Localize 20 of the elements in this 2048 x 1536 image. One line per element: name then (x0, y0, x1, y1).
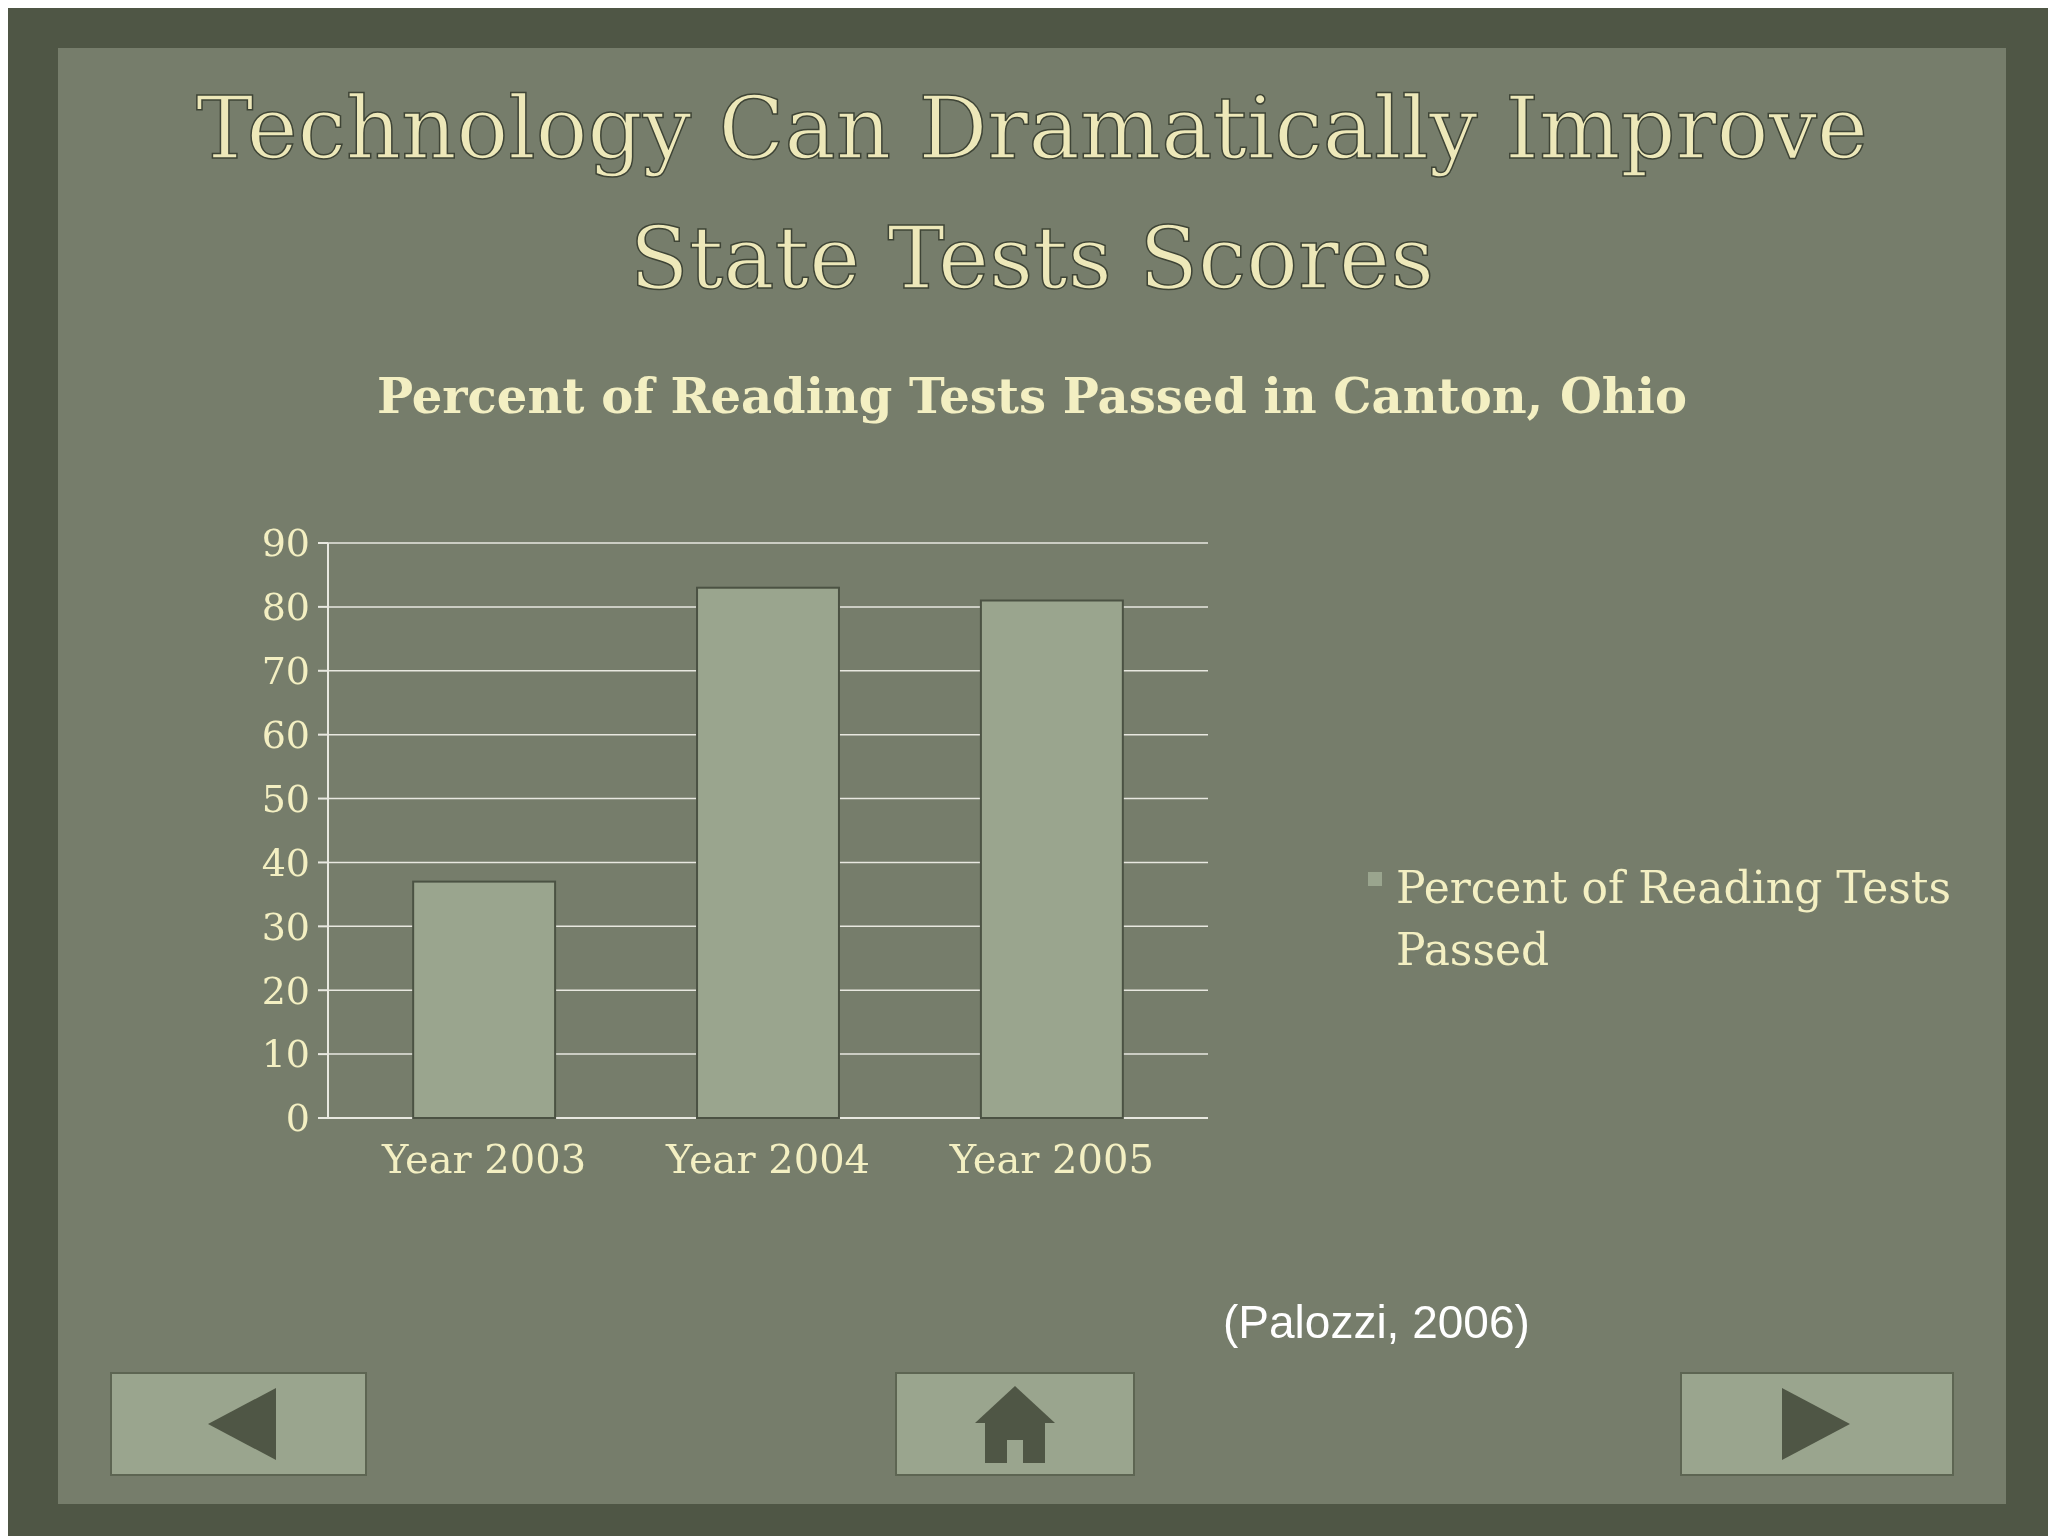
y-tick-label: 70 (261, 649, 310, 694)
x-tick-label: Year 2004 (664, 1136, 871, 1182)
y-tick-label: 30 (261, 904, 310, 949)
chart-title: Technology Can Dramatically Improve State Tests Scores (196, 78, 1868, 308)
bar (979, 599, 1124, 1119)
y-tick-label: 20 (261, 968, 310, 1013)
y-tick-label: 80 (261, 585, 310, 630)
bar (412, 880, 557, 1119)
legend-label: Percent of Reading Tests Passed (1396, 862, 1952, 976)
y-tick-label: 40 (261, 840, 310, 885)
text: (Palozzi, 2006) (1223, 1296, 1530, 1348)
chart-subtitle: Percent of Reading Tests Passed in Canton, Ohio (376, 368, 1688, 424)
y-tick-label: 10 (261, 1032, 310, 1077)
y-tick-label: 0 (285, 1096, 310, 1141)
y-tick-label: 50 (261, 776, 310, 821)
x-tick-label: Year 2003 (381, 1136, 587, 1182)
y-tick-label: 90 (261, 521, 310, 566)
x-tick-label: Year 2005 (948, 1136, 1154, 1182)
y-tick-label: 60 (261, 712, 310, 757)
bar (696, 586, 840, 1119)
